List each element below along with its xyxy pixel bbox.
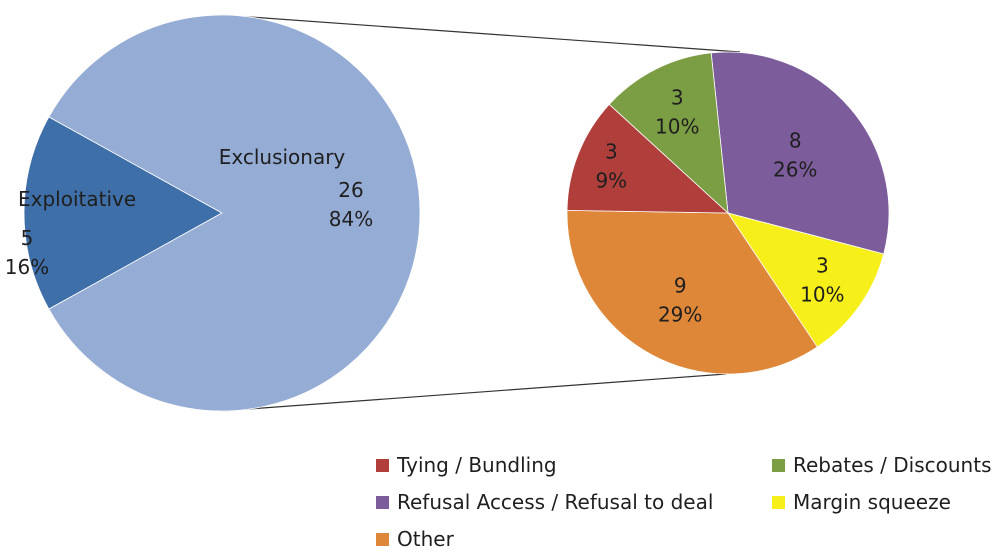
pie-slice-other	[566, 209, 818, 375]
legend-item-tying-bundling: Tying / Bundling	[376, 453, 557, 477]
legend-label: Margin squeeze	[793, 490, 951, 514]
pie-slice-margin-squeeze	[727, 212, 885, 348]
legend-item-margin-squeeze: Margin squeeze	[772, 490, 951, 514]
legend-item-rebates-discounts: Rebates / Discounts	[772, 453, 992, 477]
connector-line-top	[221, 14, 741, 53]
legend-label: Other	[397, 527, 454, 551]
legend: Tying / Bundling Rebates / Discounts Refus…	[376, 453, 1003, 559]
breakdown-pie	[566, 51, 890, 375]
data-labels: Exploitative 5 16% Exclusionary 26 84% 8 26% 3 10…	[5, 85, 845, 326]
legend-swatch	[772, 495, 785, 509]
data-label-refusal-access-refusal-to-deal: 8 26%	[773, 128, 817, 181]
legend-label: Refusal Access / Refusal to deal	[397, 490, 714, 514]
data-label-exploitative-name: Exploitative	[18, 187, 136, 211]
connector-line-bottom	[221, 373, 727, 412]
pie-slice-rebates-discounts	[608, 52, 729, 215]
data-label-exclusionary-values: 26 84%	[329, 178, 373, 231]
pie-slice-tying-bundling	[566, 103, 730, 214]
legend-swatch	[376, 495, 389, 509]
pie-slice-refusal-access-refusal-to-deal	[710, 51, 890, 255]
data-label-other: 9 29%	[658, 274, 702, 327]
data-label-tying-bundling: 3 9%	[595, 140, 627, 193]
data-label-exploitative-values: 5 16%	[5, 226, 49, 279]
legend-swatch	[376, 532, 389, 546]
connector-lines	[221, 14, 741, 412]
data-label-exclusionary-name: Exclusionary	[219, 145, 346, 169]
legend-item-other: Other	[376, 527, 454, 551]
legend-label: Tying / Bundling	[397, 453, 557, 477]
legend-swatch	[376, 458, 389, 472]
legend-swatch	[772, 458, 785, 472]
data-label-margin-squeeze: 3 10%	[800, 253, 844, 306]
main-pie	[23, 14, 421, 412]
legend-label: Rebates / Discounts	[793, 453, 992, 477]
data-label-rebates-discounts: 3 10%	[655, 85, 699, 138]
pie-slice-exploitative	[23, 116, 223, 310]
pie-slice-exclusionary	[48, 14, 421, 412]
legend-item-refusal-access-refusal-to-deal: Refusal Access / Refusal to deal	[376, 490, 713, 514]
